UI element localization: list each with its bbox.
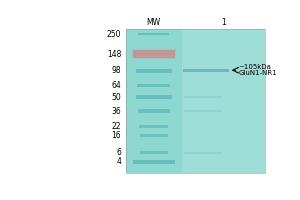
FancyBboxPatch shape xyxy=(136,95,172,99)
Text: 98: 98 xyxy=(112,66,121,75)
FancyBboxPatch shape xyxy=(137,84,170,87)
Text: 22: 22 xyxy=(112,122,121,131)
FancyBboxPatch shape xyxy=(140,151,168,154)
Text: ~105kDa: ~105kDa xyxy=(238,64,271,70)
Text: 36: 36 xyxy=(112,107,121,116)
FancyBboxPatch shape xyxy=(182,29,266,173)
Text: 1: 1 xyxy=(221,18,226,27)
FancyBboxPatch shape xyxy=(183,69,229,72)
Text: 64: 64 xyxy=(112,81,121,90)
FancyBboxPatch shape xyxy=(139,125,168,128)
FancyBboxPatch shape xyxy=(140,134,168,137)
Text: MW: MW xyxy=(147,18,161,27)
FancyBboxPatch shape xyxy=(133,50,175,58)
Text: 250: 250 xyxy=(107,30,121,39)
FancyBboxPatch shape xyxy=(184,110,222,112)
FancyBboxPatch shape xyxy=(138,33,169,35)
FancyBboxPatch shape xyxy=(133,160,175,164)
Text: 6: 6 xyxy=(116,148,121,157)
Text: 16: 16 xyxy=(112,131,121,140)
FancyBboxPatch shape xyxy=(136,69,172,73)
FancyBboxPatch shape xyxy=(131,49,176,59)
FancyBboxPatch shape xyxy=(184,96,222,98)
Text: 4: 4 xyxy=(116,157,121,166)
FancyBboxPatch shape xyxy=(138,109,170,113)
Text: GluN1-NR1: GluN1-NR1 xyxy=(238,70,277,76)
FancyBboxPatch shape xyxy=(126,29,182,173)
Text: 148: 148 xyxy=(107,50,121,59)
FancyBboxPatch shape xyxy=(184,152,222,154)
Text: 50: 50 xyxy=(112,93,121,102)
